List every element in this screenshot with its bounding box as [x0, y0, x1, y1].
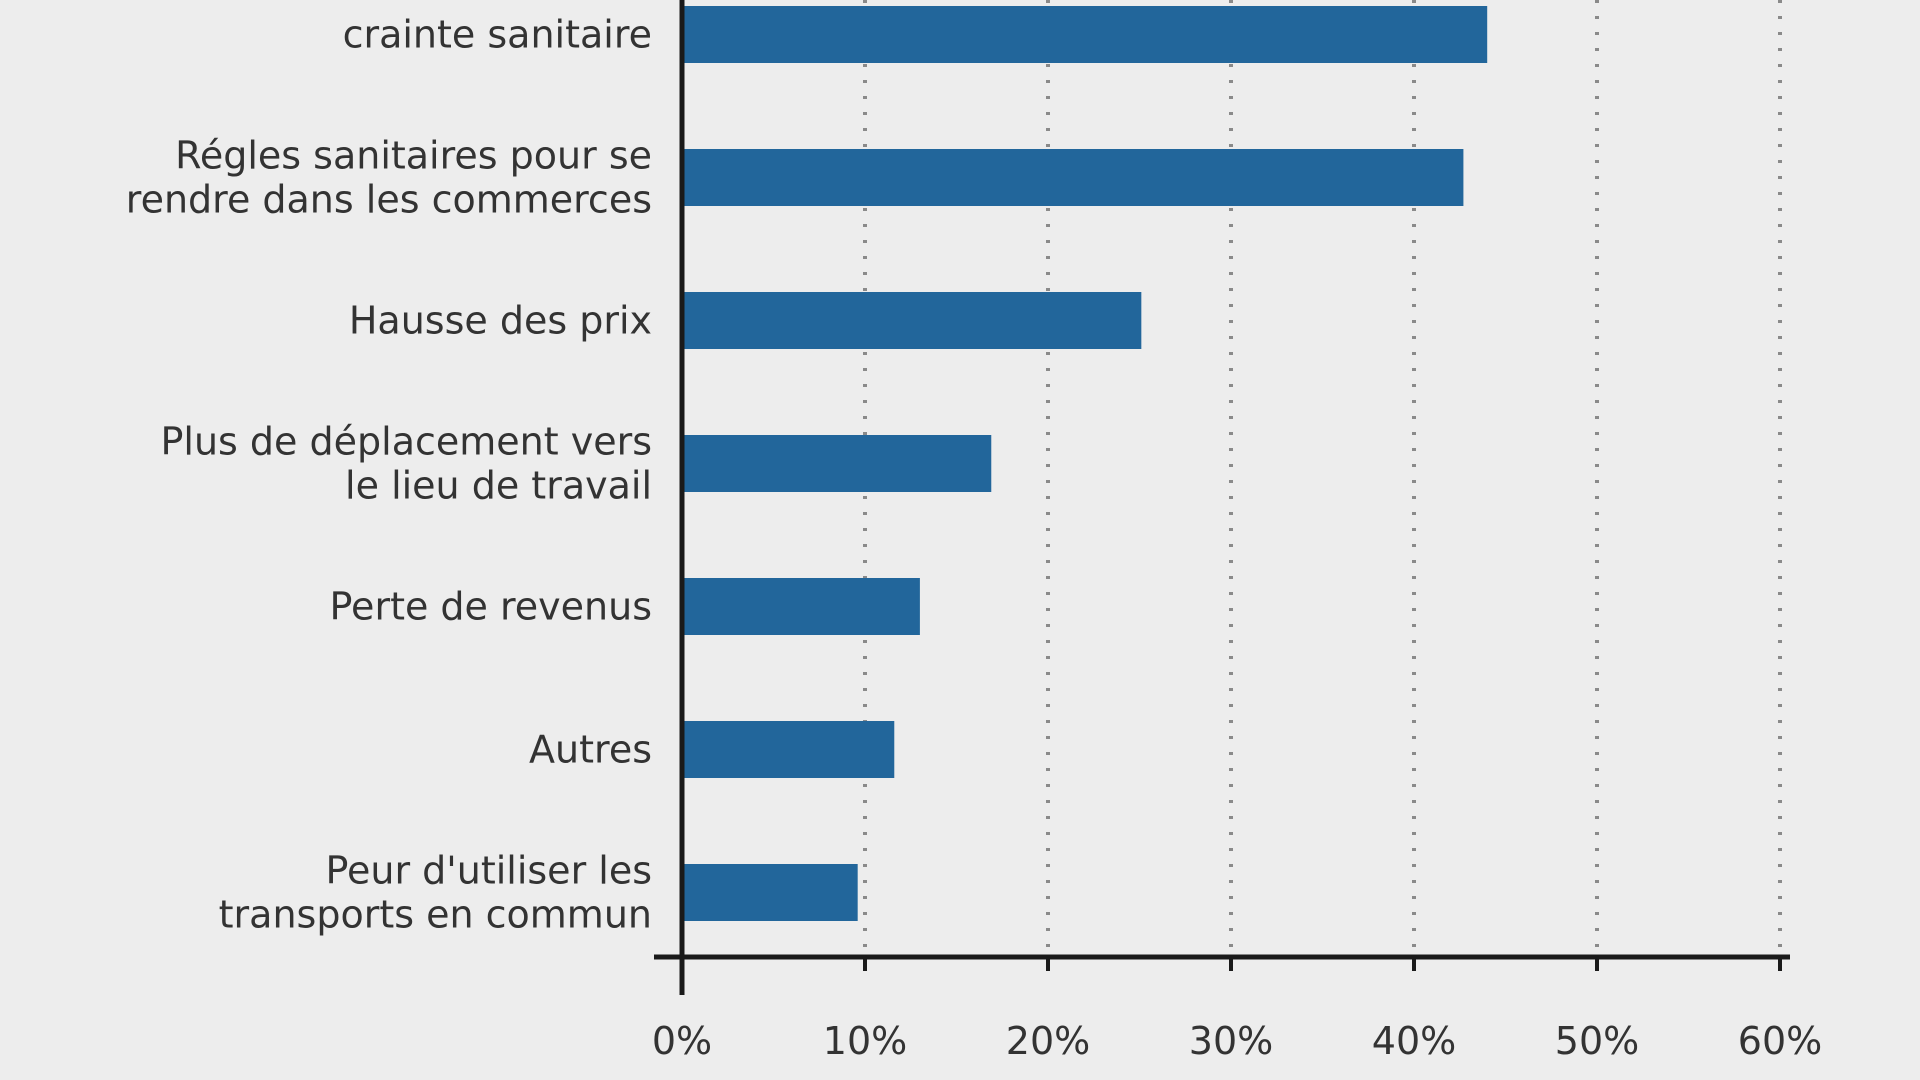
category-label-line: Hausse des prix	[349, 299, 652, 343]
bar-5	[682, 578, 920, 635]
category-label-line: crainte sanitaire	[343, 13, 652, 57]
tick-label-30: 30%	[1189, 1019, 1273, 1063]
category-label-1: crainte sanitaire	[343, 13, 652, 57]
tick-label-40: 40%	[1372, 1019, 1456, 1063]
bar-6	[682, 721, 895, 778]
category-label-2: Régles sanitaires pour se rendre dans les…	[126, 134, 652, 222]
category-label-line: Autres	[529, 728, 652, 772]
gridlines	[863, 0, 1782, 957]
tick-label-60: 60%	[1738, 1019, 1822, 1063]
tick-label-0: 0%	[652, 1019, 712, 1063]
tick-label-20: 20%	[1006, 1019, 1090, 1063]
category-label-7: Peur d'utiliser les transports en commun	[219, 849, 652, 937]
category-label-3: Hausse des prix	[349, 299, 652, 343]
category-label-line: rendre dans les commerces	[126, 178, 652, 222]
category-labels: crainte sanitaire Régles sanitaires pour …	[126, 13, 652, 937]
category-label-line: le lieu de travail	[345, 464, 652, 508]
category-label-line: Plus de déplacement vers	[161, 420, 653, 464]
category-label-line: transports en commun	[219, 893, 652, 937]
x-axis-ticks: 0% 10% 20% 30% 40% 50% 60%	[652, 957, 1822, 1063]
category-label-4: Plus de déplacement vers le lieu de trava…	[161, 420, 653, 508]
tick-label-50: 50%	[1555, 1019, 1639, 1063]
category-label-line: Régles sanitaires pour se	[175, 134, 652, 178]
category-label-line: Peur d'utiliser les	[325, 849, 652, 893]
category-label-line: Perte de revenus	[330, 585, 653, 629]
bar-4	[682, 435, 992, 492]
bar-3	[682, 292, 1142, 349]
bars	[682, 6, 1488, 921]
bar-7	[682, 864, 858, 921]
tick-label-10: 10%	[823, 1019, 907, 1063]
category-label-6: Autres	[529, 728, 652, 772]
bar-2	[682, 149, 1464, 206]
category-label-5: Perte de revenus	[330, 585, 653, 629]
bar-1	[682, 6, 1488, 63]
